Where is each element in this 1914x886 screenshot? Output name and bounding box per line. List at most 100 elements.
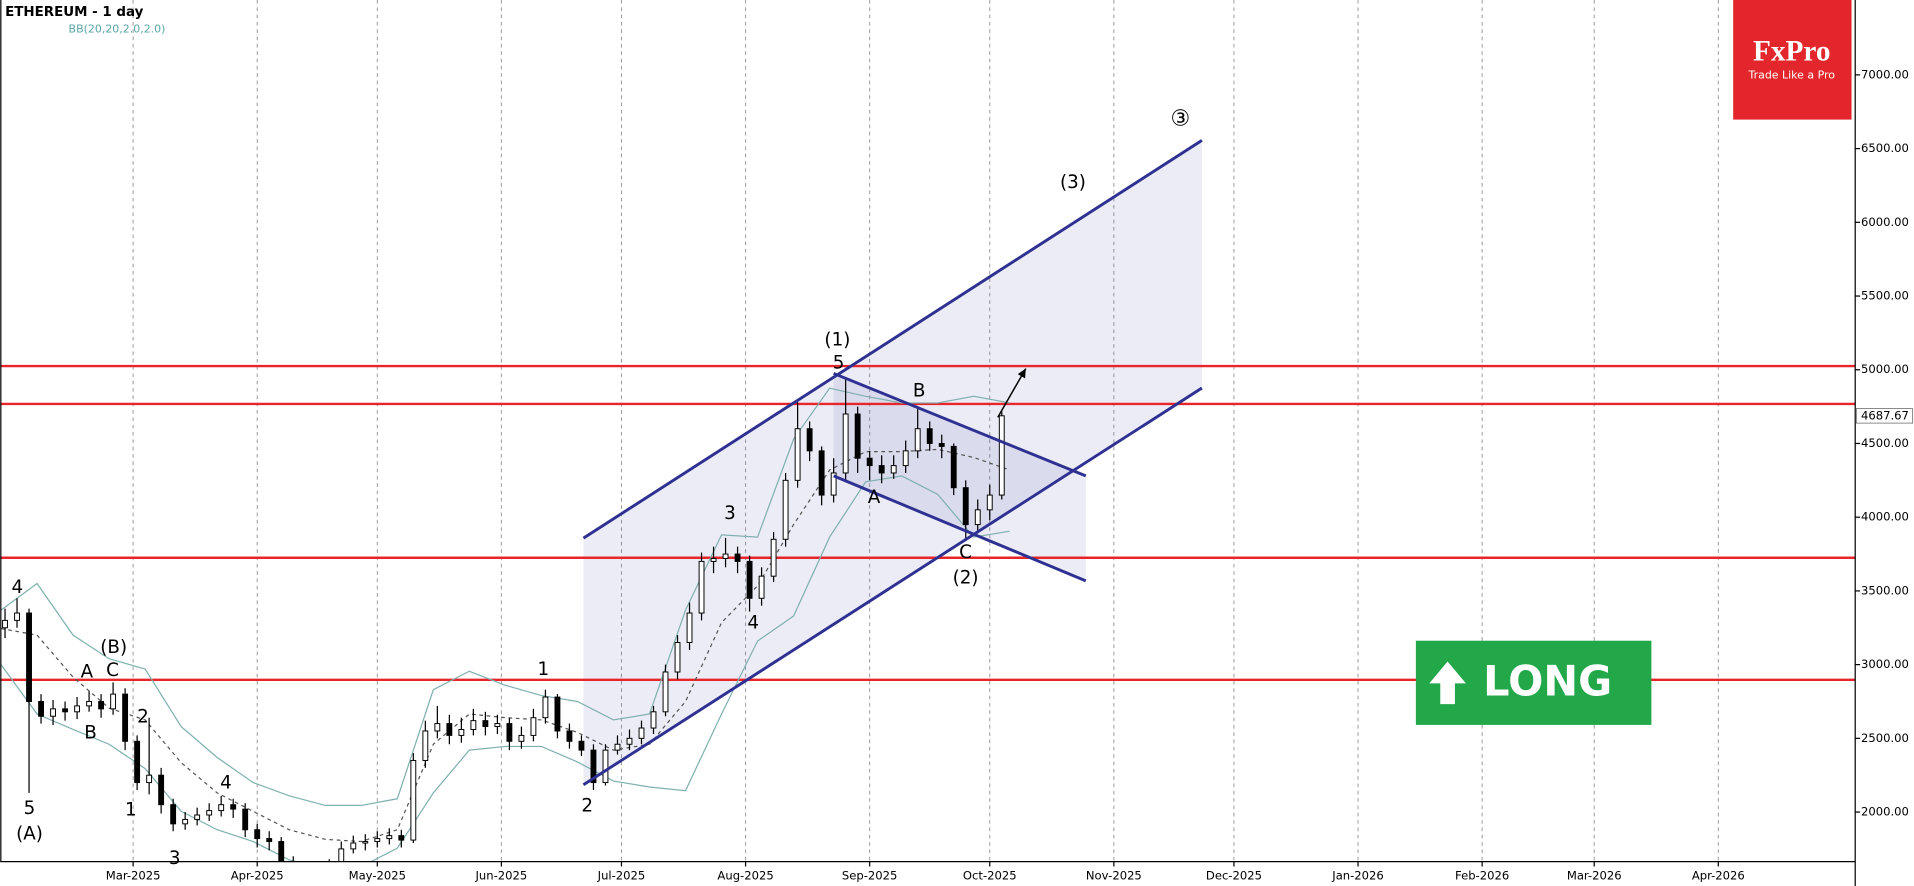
last-price-box bbox=[1855, 407, 1914, 424]
candle-body bbox=[434, 723, 441, 732]
candle-body bbox=[470, 720, 477, 730]
wave-label: C bbox=[106, 660, 119, 681]
y-tick-label: 5000.00 bbox=[1861, 362, 1909, 376]
candle-body bbox=[638, 727, 645, 739]
candle-body bbox=[158, 774, 165, 806]
candle-body bbox=[806, 428, 813, 452]
candle-body bbox=[614, 743, 621, 751]
candle-body bbox=[446, 723, 453, 736]
logo-name: FxPro bbox=[1753, 35, 1830, 67]
candle-body bbox=[902, 450, 909, 467]
channel-area bbox=[833, 373, 1086, 581]
y-tick-label: 6000.00 bbox=[1861, 215, 1909, 229]
signal-badge: LONG bbox=[1415, 640, 1652, 725]
x-tick-label: Apr-2026 bbox=[1692, 869, 1745, 883]
wave-label: (B) bbox=[100, 637, 127, 658]
candle-body bbox=[194, 814, 201, 820]
x-tick-label: Jan-2026 bbox=[1331, 869, 1384, 883]
y-tick-label: 7000.00 bbox=[1861, 67, 1909, 81]
candle-body bbox=[362, 841, 369, 844]
candle-body bbox=[842, 413, 849, 474]
candle-body bbox=[506, 723, 513, 742]
candle-body bbox=[974, 509, 981, 526]
candle-body bbox=[650, 711, 657, 729]
candle-body bbox=[350, 842, 357, 850]
candle-body bbox=[890, 465, 897, 474]
y-tick-label: 2500.00 bbox=[1861, 731, 1909, 745]
wave-label: 2 bbox=[137, 707, 149, 728]
channel-line bbox=[833, 372, 1087, 478]
candle-body bbox=[602, 749, 609, 784]
candle-body bbox=[74, 705, 81, 713]
x-tick-label: Aug-2025 bbox=[717, 869, 773, 883]
candle-body bbox=[122, 693, 129, 742]
candle-body bbox=[986, 494, 993, 511]
y-tick-label: 6500.00 bbox=[1861, 141, 1909, 155]
x-tick-label: Mar-2026 bbox=[1567, 869, 1622, 883]
candle-body bbox=[854, 413, 861, 459]
candle-body bbox=[686, 612, 693, 643]
candle-body bbox=[770, 538, 777, 577]
x-tick-label: Oct-2025 bbox=[963, 869, 1017, 883]
candle-body bbox=[698, 560, 705, 614]
candle-body bbox=[926, 428, 933, 444]
candle-body bbox=[590, 749, 597, 784]
candle-body bbox=[98, 700, 105, 710]
candle-body bbox=[86, 700, 93, 707]
wave-label: 2 bbox=[581, 796, 593, 817]
candle-body bbox=[254, 829, 261, 840]
candle-body bbox=[518, 734, 525, 742]
candle-body bbox=[482, 720, 489, 728]
candle-body bbox=[422, 730, 429, 761]
wave-label: B bbox=[913, 381, 926, 402]
wave-label: (A) bbox=[16, 824, 43, 845]
candle-body bbox=[950, 445, 957, 489]
x-tick-label: May-2025 bbox=[349, 869, 406, 883]
x-tick-label: Apr-2025 bbox=[231, 869, 284, 883]
candle-body bbox=[938, 442, 945, 447]
candle-body bbox=[734, 553, 741, 562]
candle-body bbox=[962, 487, 969, 526]
candle-body bbox=[338, 848, 345, 862]
wave-label: A bbox=[868, 487, 881, 508]
channel-line bbox=[582, 386, 1203, 787]
x-tick-label: Mar-2025 bbox=[106, 869, 161, 883]
signal-text: LONG bbox=[1483, 657, 1612, 706]
candle-body bbox=[494, 723, 501, 728]
candle-body bbox=[146, 774, 153, 784]
candle-body bbox=[746, 560, 753, 599]
bollinger-upper bbox=[0, 387, 1010, 807]
wave-label: 4 bbox=[11, 577, 23, 598]
candle-body bbox=[794, 428, 801, 481]
candle-body bbox=[878, 465, 885, 474]
target-arrow bbox=[997, 368, 1027, 418]
candle-body bbox=[578, 740, 585, 751]
x-tick-label: Nov-2025 bbox=[1086, 869, 1142, 883]
candle-body bbox=[818, 450, 825, 496]
wave-label: (1) bbox=[824, 329, 850, 350]
candle-body bbox=[14, 612, 20, 621]
wave-label: ③ bbox=[1170, 107, 1190, 132]
indicator-label: BB(20,20,2.0,2.0) bbox=[69, 22, 166, 35]
x-tick-label: Sep-2025 bbox=[842, 869, 897, 883]
bollinger-lower bbox=[0, 475, 1010, 862]
candle-body bbox=[626, 737, 633, 745]
y-tick-label: 4000.00 bbox=[1861, 510, 1909, 524]
candle-body bbox=[410, 759, 417, 841]
wave-label: (3) bbox=[1060, 172, 1086, 193]
last-price-label: 4687.67 bbox=[1861, 408, 1909, 422]
wave-label: 3 bbox=[724, 503, 736, 524]
candle-body bbox=[374, 838, 381, 843]
candle-body bbox=[278, 841, 285, 862]
candle-body bbox=[542, 696, 549, 719]
candle-body bbox=[554, 696, 561, 732]
y-tick-label: 2000.00 bbox=[1861, 805, 1909, 819]
candle-body bbox=[26, 612, 32, 702]
logo-tagline: Trade Like a Pro bbox=[1748, 69, 1836, 82]
candle-body bbox=[50, 708, 56, 717]
wave-label: 5 bbox=[833, 353, 845, 374]
logo: FxPro Trade Like a Pro bbox=[1733, 0, 1852, 120]
candle-body bbox=[998, 415, 1005, 496]
